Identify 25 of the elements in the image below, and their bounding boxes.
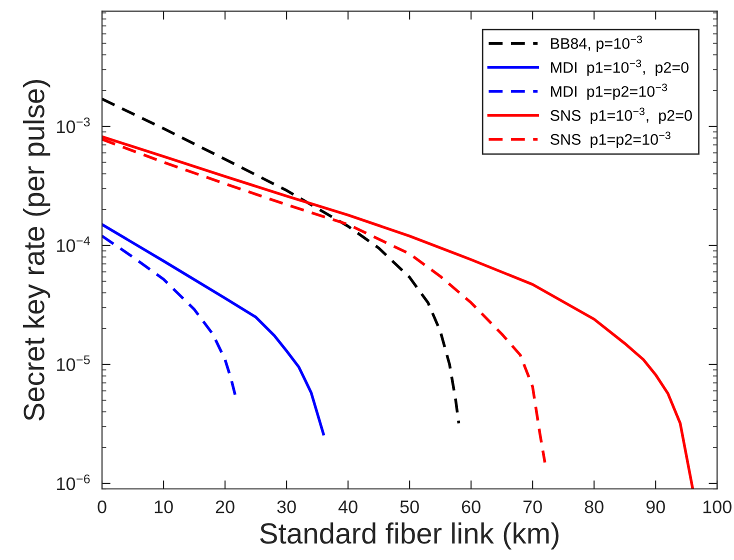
x-tick-label: 80: [584, 500, 604, 514]
x-tick-label: 20: [216, 500, 234, 514]
x-tick-label: 90: [646, 500, 665, 514]
line-series: [102, 234, 237, 398]
x-axis-title: Standard fiber link (km): [260, 522, 559, 550]
x-tick-label: 70: [523, 500, 542, 514]
x-tick-label: 60: [462, 500, 480, 514]
line-series: [102, 223, 325, 436]
y-tick-label: 10$^{−6}$: [57, 474, 90, 490]
x-tick-label: 50: [400, 500, 419, 514]
x-tick-label: 30: [277, 500, 296, 514]
y-tick-label: 10$^{−3}$: [57, 117, 90, 134]
legend-label: MDI p1=10$^{−3}$, p2=0: [551, 60, 689, 76]
y-tick-label: 10$^{−4}$: [57, 236, 90, 252]
x-tick-label: 40: [338, 500, 358, 514]
legend-label: SNS p1=p2=10$^{−3}$: [550, 132, 670, 148]
y-axis-title: Secret key rate (per pulse): [22, 80, 50, 421]
legend-label: MDI p1=p2=10$^{−3}$: [551, 84, 668, 100]
legend-label: BB84, p=10$^{−3}$: [551, 36, 642, 52]
legend-label: SNS p1=10$^{−3}$, p2=0: [550, 108, 692, 124]
line-series: [102, 98, 460, 425]
x-tick-label: 10: [154, 500, 173, 514]
y-tick-label: 10$^{−5}$: [57, 355, 90, 372]
x-tick-label: 100: [703, 500, 732, 514]
x-tick-label: 0: [98, 500, 106, 514]
